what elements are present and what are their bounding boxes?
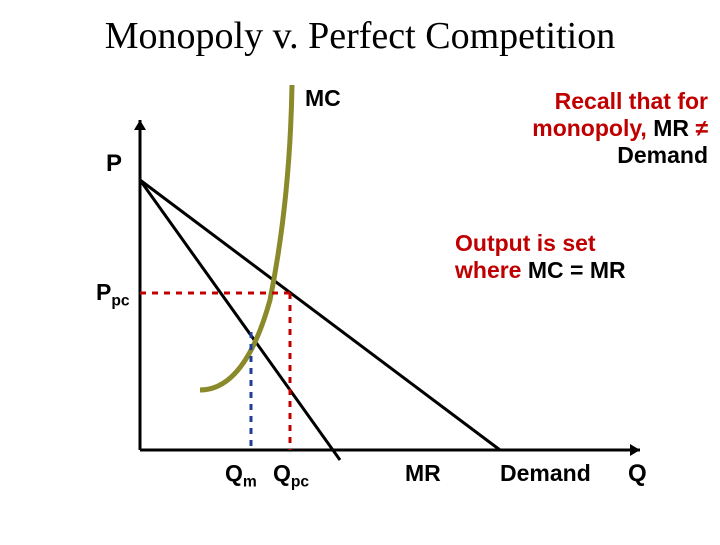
x-axis-label: Q xyxy=(628,460,647,488)
mr-label: MR xyxy=(405,460,441,487)
qpc-label: Qpc xyxy=(273,460,309,492)
y-axis-label: P xyxy=(106,150,122,178)
mc-label: MC xyxy=(305,85,341,112)
recall-note: Recall that formonopoly, MR ≠Demand xyxy=(458,88,708,169)
economics-chart: P Q MC MR Demand Ppc Qm Qpc Recall that … xyxy=(0,0,720,540)
ppc-label: Ppc xyxy=(96,279,130,311)
output-note: Output is setwhere MC = MR xyxy=(455,230,705,284)
demand-label: Demand xyxy=(500,460,591,487)
qm-label: Qm xyxy=(225,460,257,492)
